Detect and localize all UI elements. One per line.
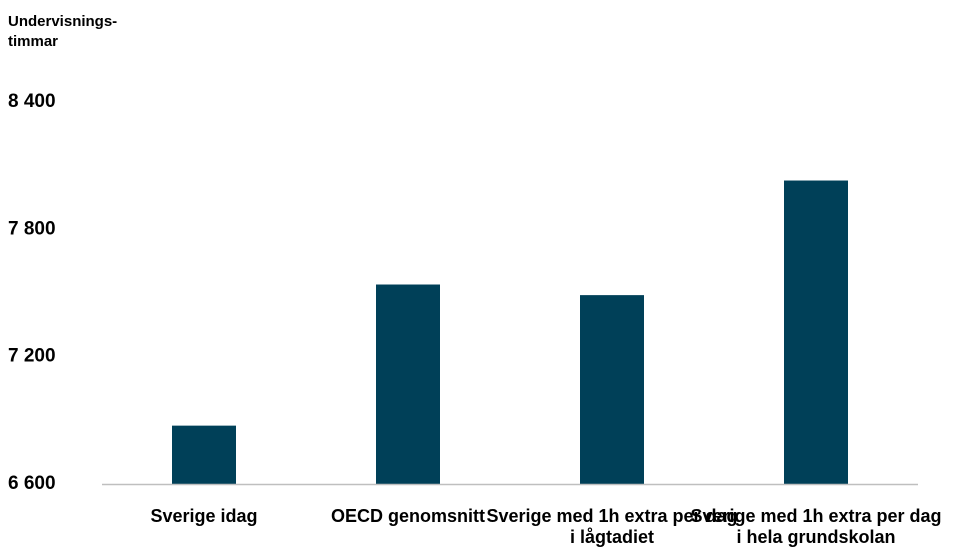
x-tick-label: OECD genomsnitt (331, 506, 485, 526)
y-tick-label: 8 400 (8, 91, 56, 112)
y-axis-title: Undervisnings-timmar (8, 13, 117, 50)
y-tick-label: 7 800 (8, 218, 56, 239)
bars (172, 180, 848, 484)
y-tick-label: 7 200 (8, 346, 56, 367)
bar (376, 284, 440, 484)
y-axis-label: Undervisnings-timmar (8, 13, 117, 50)
bar (784, 180, 848, 484)
x-tick-label: Sverige idag (150, 506, 257, 526)
x-tick-label: Sverige med 1h extra per dag i hela grund… (690, 506, 941, 547)
x-axis-ticks: Sverige idag OECD genomsnitt Sverige med 1… (150, 506, 941, 547)
y-axis-ticks: 6 600 7 200 7 800 8 400 (8, 91, 56, 494)
y-tick-label: 6 600 (8, 473, 56, 494)
bar (172, 425, 236, 484)
x-tick-label: Sverige med 1h extra per dag i lågtadiet (486, 506, 737, 547)
bar (580, 295, 644, 484)
